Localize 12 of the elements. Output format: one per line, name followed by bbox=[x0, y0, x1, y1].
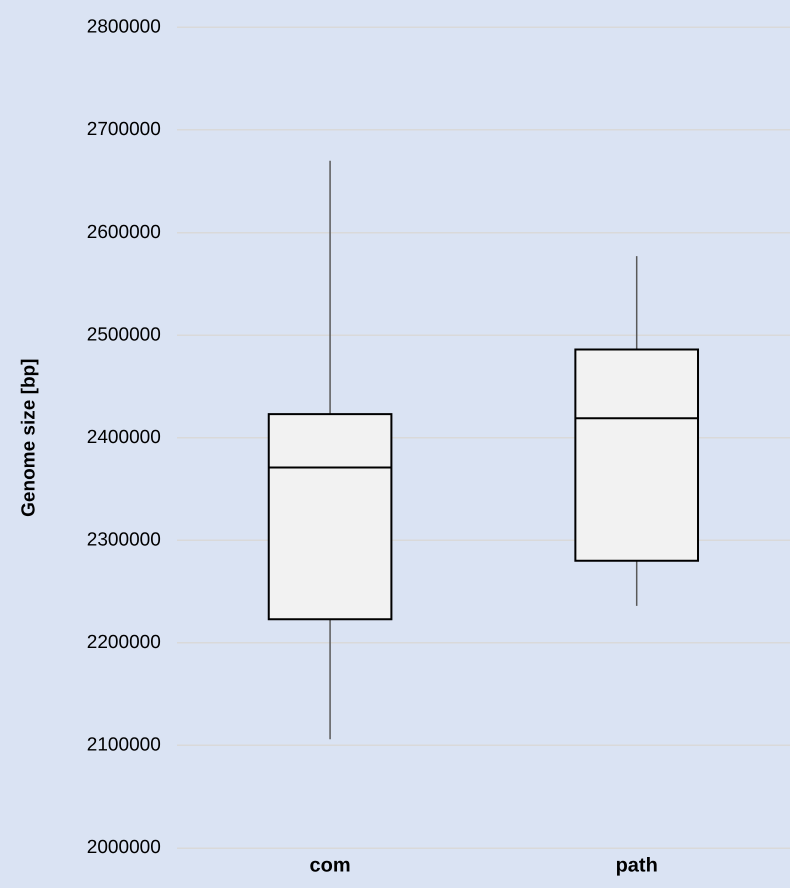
x-tick-label: path bbox=[616, 854, 658, 877]
y-tick-label: 2600000 bbox=[86, 222, 161, 243]
y-tick-label: 2700000 bbox=[86, 119, 161, 140]
y-tick-label: 2300000 bbox=[86, 530, 161, 551]
x-tick-label: com bbox=[310, 854, 351, 877]
y-tick-label: 2400000 bbox=[86, 426, 161, 448]
y-tick-label: 2000000 bbox=[86, 837, 161, 858]
y-tick-label: 2500000 bbox=[86, 324, 161, 346]
y-tick-label: 2800000 bbox=[86, 16, 161, 38]
y-tick-label: 2100000 bbox=[86, 734, 161, 756]
y-tick-label: 2200000 bbox=[86, 632, 161, 654]
y-axis-title: Genome size [bp] bbox=[18, 358, 40, 517]
